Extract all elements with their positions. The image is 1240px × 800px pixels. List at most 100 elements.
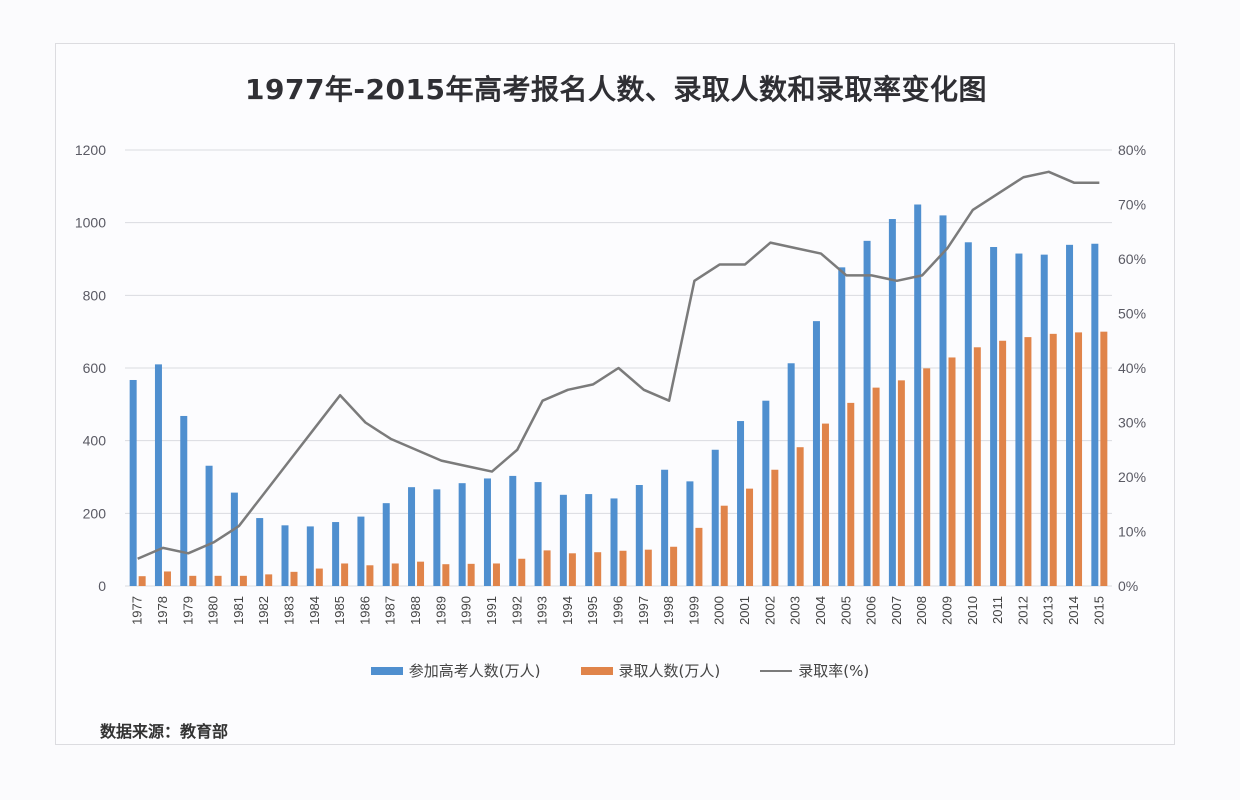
y2-tick-label: 10%	[1118, 524, 1146, 540]
x-tick-label: 2005	[838, 596, 853, 625]
x-tick-label: 1992	[509, 596, 524, 625]
bar-applicants	[1015, 253, 1023, 587]
y-tick-label: 1200	[75, 142, 106, 158]
x-tick-label: 2002	[762, 596, 777, 625]
x-tick-label: 2000	[712, 596, 727, 625]
legend-swatch-rate	[760, 669, 793, 672]
bar-admitted	[796, 447, 804, 586]
bar-applicants	[964, 242, 972, 586]
bar-admitted	[1049, 333, 1057, 586]
bar-applicants	[180, 415, 188, 586]
x-tick-label: 1981	[231, 596, 246, 625]
gridlines	[125, 149, 1112, 587]
bar-admitted	[644, 549, 652, 586]
legend-label-admitted: 录取人数(万人)	[618, 662, 721, 680]
bar-applicants	[281, 525, 289, 586]
bar-admitted	[1024, 337, 1032, 586]
x-tick-label: 2014	[1066, 596, 1081, 625]
x-tick-label: 2012	[1015, 596, 1030, 625]
y-tick-label: 800	[83, 287, 107, 303]
x-tick-label: 1989	[433, 596, 448, 625]
bar-applicants	[812, 321, 820, 586]
bar-admitted	[670, 546, 678, 586]
x-tick-label: 1991	[484, 596, 499, 625]
y2-tick-label: 20%	[1118, 469, 1146, 485]
y-tick-label: 400	[83, 433, 107, 449]
bar-admitted	[366, 565, 374, 586]
legend-swatch-applicants	[370, 666, 403, 675]
y-tick-label: 200	[83, 505, 107, 521]
bar-applicants	[154, 364, 162, 586]
bar-admitted	[1100, 331, 1108, 586]
y2-tick-label: 60%	[1118, 251, 1146, 267]
bar-applicants	[129, 379, 137, 586]
bar-applicants	[585, 494, 593, 586]
bar-admitted	[973, 347, 981, 586]
bar-admitted	[518, 558, 526, 586]
x-tick-label: 2009	[940, 596, 955, 625]
bar-admitted	[417, 561, 425, 586]
bar-applicants	[1040, 254, 1048, 586]
bar-admitted	[391, 563, 399, 586]
x-tick-label: 2015	[1091, 596, 1106, 625]
bar-applicants	[711, 449, 719, 586]
bars	[129, 204, 1108, 587]
bar-applicants	[1066, 244, 1074, 586]
y-tick-label: 0	[98, 578, 106, 594]
bar-admitted	[315, 568, 323, 586]
y2-tick-label: 0%	[1118, 578, 1138, 594]
bar-admitted	[948, 357, 956, 586]
bar-admitted	[239, 575, 247, 586]
legend-item-applicants[interactable]: 参加高考人数(万人)	[370, 660, 541, 681]
x-tick-label: 1985	[332, 596, 347, 625]
y2-tick-label: 40%	[1118, 360, 1146, 376]
y2-tick-label: 80%	[1118, 142, 1146, 158]
legend-item-admitted[interactable]: 录取人数(万人)	[580, 660, 721, 681]
bar-admitted	[594, 552, 602, 586]
legend-label-applicants: 参加高考人数(万人)	[408, 662, 541, 680]
bar-admitted	[619, 550, 627, 586]
x-tick-label: 1990	[459, 596, 474, 625]
x-tick-label: 1998	[661, 596, 676, 625]
x-axis: 1977 1978 1979 1980 1981 1982 1983 1984 1985 1986…	[130, 596, 1107, 625]
x-tick-label: 2006	[864, 596, 879, 625]
rate-series-line	[137, 170, 1100, 560]
chart-frame	[55, 43, 1175, 745]
bar-applicants	[433, 489, 441, 586]
bar-admitted	[341, 563, 349, 586]
bar-applicants	[483, 478, 491, 586]
y-axis-left: 0 200 400 600 800 1000 1200	[75, 142, 106, 594]
y-axis-right: 0% 10% 20% 30% 40% 50% 60% 70% 80%	[1118, 142, 1146, 594]
x-tick-label: 2007	[889, 596, 904, 625]
bar-admitted	[265, 574, 273, 586]
x-tick-label: 2011	[990, 596, 1005, 624]
x-tick-label: 2010	[965, 596, 980, 625]
bar-applicants	[559, 494, 567, 586]
bar-applicants	[838, 267, 846, 586]
x-tick-label: 1977	[130, 596, 145, 625]
y2-tick-label: 70%	[1118, 197, 1146, 213]
bar-applicants	[635, 484, 643, 586]
bar-admitted	[492, 563, 500, 586]
y-tick-label: 600	[83, 360, 107, 376]
legend: 参加高考人数(万人) 录取人数(万人) 录取率(%)	[0, 660, 1240, 681]
bar-applicants	[205, 465, 213, 586]
bar-applicants	[939, 215, 947, 586]
y2-tick-label: 30%	[1118, 415, 1146, 431]
bar-admitted	[290, 571, 298, 586]
bar-admitted	[746, 488, 754, 586]
bar-applicants	[332, 522, 340, 586]
bar-applicants	[534, 482, 542, 586]
bar-admitted	[771, 469, 779, 586]
x-tick-label: 1997	[636, 596, 651, 625]
bar-applicants	[408, 487, 416, 586]
source-note: 数据来源：教育部	[100, 722, 229, 741]
legend-item-rate[interactable]: 录取率(%)	[760, 660, 869, 681]
y-tick-label: 1000	[75, 215, 106, 231]
bar-admitted	[442, 564, 450, 586]
bar-applicants	[686, 481, 694, 586]
bar-applicants	[230, 492, 238, 586]
bar-applicants	[990, 247, 998, 586]
bar-applicants	[306, 526, 314, 586]
